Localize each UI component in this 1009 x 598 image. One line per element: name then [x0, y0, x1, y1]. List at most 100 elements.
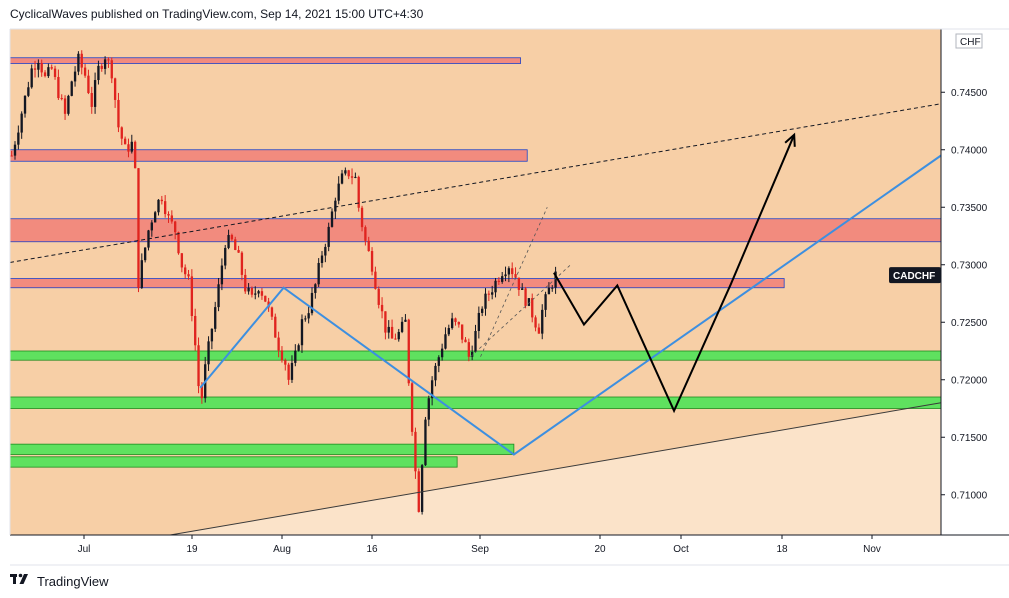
- candle-body: [344, 170, 347, 174]
- projection-arrow-head: [784, 132, 796, 147]
- x-tick-label: Nov: [863, 544, 881, 555]
- candle-body: [37, 62, 40, 70]
- candle-body: [360, 207, 364, 228]
- x-tick-label: 19: [186, 544, 198, 555]
- x-tick-label: Oct: [673, 544, 689, 555]
- candle-body: [474, 330, 477, 352]
- candle-body: [220, 265, 224, 285]
- candle-body: [427, 398, 430, 420]
- candle-body: [547, 287, 551, 295]
- chart-svg: 0.74500 0.74000 0.73500 0.73000 0.72500 0.720…: [9, 28, 1009, 566]
- candle-body: [481, 308, 484, 313]
- candle-body: [504, 274, 507, 277]
- footer: TradingView: [10, 572, 109, 590]
- candle-body: [163, 201, 167, 215]
- candle-body: [440, 348, 444, 358]
- candle-body: [184, 267, 187, 275]
- candle-body: [317, 262, 320, 285]
- price-chart[interactable]: 0.74500 0.74000 0.73500 0.73000 0.72500 0.720…: [0, 0, 1009, 568]
- candle-body: [334, 200, 337, 212]
- candle-body: [487, 293, 491, 295]
- candle-body: [73, 71, 77, 82]
- candle-body: [327, 226, 330, 247]
- x-tick-label: 18: [776, 544, 788, 555]
- candle-body: [467, 342, 470, 357]
- candle-body: [70, 81, 73, 96]
- candle-body: [330, 211, 334, 227]
- candle-body: [527, 298, 531, 306]
- symbol-badge: [889, 267, 941, 284]
- candle-body: [517, 277, 521, 290]
- candle-body: [170, 215, 174, 222]
- y-tick-label: 0.72500: [951, 318, 988, 329]
- candle-body: [397, 331, 400, 340]
- candle-body: [60, 98, 63, 100]
- candle-body: [384, 311, 387, 333]
- candle-body: [150, 222, 153, 231]
- candle-body: [113, 78, 117, 100]
- candle-body: [491, 292, 494, 295]
- candle-body: [424, 419, 427, 466]
- candle-body: [350, 176, 354, 178]
- candle-body: [244, 274, 247, 292]
- candle-body: [337, 183, 340, 201]
- candle-body: [364, 227, 367, 241]
- candle-body: [264, 295, 267, 302]
- resistance-zone: [9, 57, 521, 64]
- candle-body: [77, 53, 80, 72]
- y-tick-label: 0.71500: [951, 433, 988, 444]
- publish-header: CyclicalWaves published on TradingView.c…: [10, 7, 424, 21]
- candle-body: [367, 240, 370, 252]
- projection-path: [553, 134, 796, 414]
- candle-body: [537, 327, 541, 334]
- x-tick-label: 16: [366, 544, 378, 555]
- candle-body: [67, 95, 70, 114]
- candle-body: [260, 291, 264, 296]
- y-tick-label: 0.73500: [951, 203, 988, 214]
- candle-body: [83, 67, 87, 76]
- candle-body: [57, 76, 60, 99]
- y-tick-label: 0.72000: [951, 375, 988, 386]
- price-axis-panel: [941, 29, 1009, 535]
- candle-body: [23, 95, 27, 114]
- candle-body: [274, 316, 277, 338]
- candle-body: [93, 80, 97, 107]
- thin-trendline: [170, 402, 942, 536]
- candle-body: [407, 319, 410, 384]
- support-zone: [9, 443, 515, 455]
- candle-body: [97, 65, 100, 81]
- candle-body: [110, 60, 113, 79]
- candle-body: [247, 287, 250, 292]
- candle-body: [133, 141, 137, 169]
- candle-body: [123, 138, 127, 145]
- candle-body: [447, 328, 450, 335]
- candle-body: [457, 321, 460, 325]
- candle-body: [394, 338, 397, 340]
- candle-body: [450, 318, 454, 329]
- candle-body: [314, 284, 317, 293]
- candle-body: [33, 68, 37, 70]
- candle-body: [340, 173, 344, 184]
- candle-body: [127, 144, 130, 152]
- resistance-zone: [9, 278, 785, 289]
- candle-body: [300, 319, 304, 346]
- candle-body: [297, 345, 300, 351]
- candle-body: [277, 337, 280, 351]
- tradingview-logo-icon[interactable]: [10, 572, 32, 591]
- candle-body: [544, 294, 547, 310]
- candle-body: [524, 288, 527, 306]
- candle-body: [120, 127, 123, 139]
- candle-body: [227, 234, 230, 248]
- candle-body: [370, 251, 374, 272]
- candle-body: [90, 93, 93, 107]
- candle-body: [197, 345, 200, 387]
- candle-body: [470, 351, 474, 357]
- support-zone: [9, 456, 458, 468]
- tradingview-brand: TradingView: [37, 573, 109, 589]
- candle-body: [87, 75, 90, 94]
- candle-body: [20, 113, 23, 133]
- candle-body: [437, 357, 440, 366]
- candle-body: [270, 307, 274, 317]
- candle-body: [194, 315, 197, 346]
- support-zone: [9, 396, 942, 409]
